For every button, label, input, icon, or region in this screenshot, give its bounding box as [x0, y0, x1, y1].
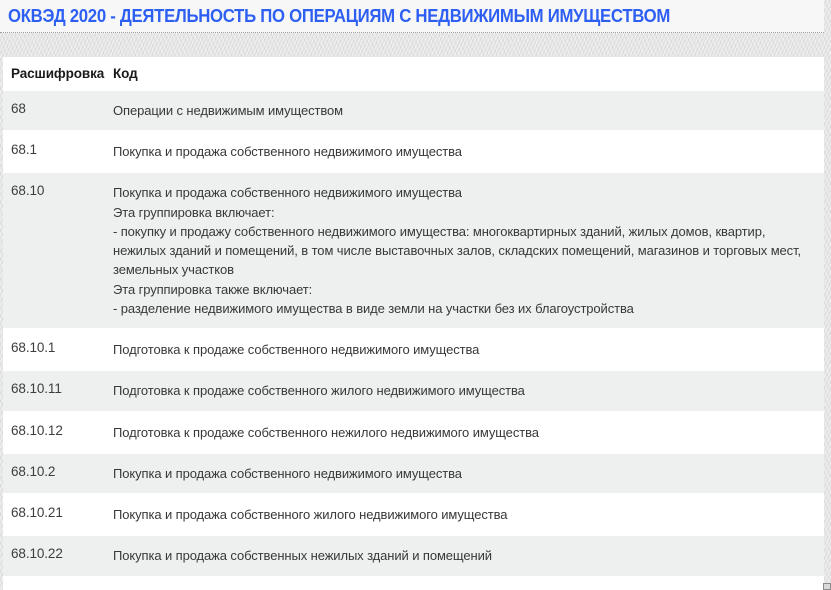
row-description: Покупка и продажа собственного недвижимо… — [113, 142, 824, 161]
description-line: Подготовка к продаже собственного нежило… — [113, 424, 539, 440]
row-description: Покупка и продажа собственного жилого не… — [113, 505, 824, 524]
row-code: 68.10.2 — [11, 463, 56, 479]
title-bar: ОКВЭД 2020 - ДЕЯТЕЛЬНОСТЬ ПО ОПЕРАЦИЯМ С… — [0, 0, 824, 33]
row-code: 68 — [11, 101, 26, 116]
description-line: Покупка и продажа собственных нежилых зд… — [113, 548, 492, 564]
table-row: 68.10 Покупка и продажа собственного нед… — [3, 173, 824, 331]
row-description: Подготовка к продаже собственного жилого… — [113, 381, 824, 400]
row-description: Подготовка к продаже собственного нежило… — [113, 423, 824, 442]
table-row: 68.10.21 Покупка и продажа собственного … — [3, 495, 824, 537]
table-row: 68.10.23 Покупка и продажа земельных уча… — [3, 578, 824, 590]
description-line: Операции с недвижимым имуществом — [113, 103, 344, 118]
table-row: 68.10.2 Покупка и продажа собственного н… — [3, 453, 824, 496]
row-code: 68.1 — [11, 142, 37, 158]
row-code: 68.10.12 — [11, 422, 63, 438]
table-row: 68 Операции с недвижимым имуществом — [3, 91, 824, 133]
okved-table: Расшифровка Код 68 Операции с недвижимым… — [3, 56, 824, 590]
table-row: 68.10.1 Подготовка к продаже собственног… — [3, 330, 824, 372]
table-body: 68 Операции с недвижимым имуществом 68.1… — [3, 91, 824, 590]
header-col-rasshifrovka: Расшифровка — [11, 66, 105, 81]
description-line: Эта группировка включает: — [113, 204, 275, 220]
description-line: Эта группировка также включает: — [113, 281, 313, 297]
row-code: 68.10.21 — [11, 505, 63, 521]
table-row: 68.10.22 Покупка и продажа собственных н… — [3, 536, 824, 578]
description-line: Покупка и продажа собственного недвижимо… — [113, 185, 462, 201]
table-row: 68.10.11 Подготовка к продаже собственно… — [3, 371, 824, 413]
table-row: 68.10.12 Подготовка к продаже собственно… — [3, 413, 824, 454]
row-description: Операции с недвижимым имуществом — [113, 101, 824, 120]
row-code: 68.10.11 — [11, 381, 62, 397]
description-line: Покупка и продажа собственного недвижимо… — [113, 144, 462, 160]
row-code: 68.10.22 — [11, 546, 63, 562]
row-code: 68.10 — [11, 183, 45, 199]
table-header-row: Расшифровка Код — [3, 57, 824, 91]
row-description: Покупка и продажа собственного недвижимо… — [113, 183, 824, 318]
page-title: ОКВЭД 2020 - ДЕЯТЕЛЬНОСТЬ ПО ОПЕРАЦИЯМ С… — [8, 6, 671, 26]
corner-widget-fragment — [823, 583, 831, 590]
description-line: - разделение недвижимого имущества в вид… — [113, 300, 634, 316]
description-line: - покупку и продажу собственного недвижи… — [113, 223, 802, 278]
row-description: Покупка и продажа собственного недвижимо… — [113, 464, 824, 483]
table-row: 68.1 Покупка и продажа собственного недв… — [3, 132, 824, 174]
description-line: Покупка и продажа собственного недвижимо… — [113, 465, 462, 481]
header-col-kod: Код — [113, 66, 138, 81]
row-code: 68.10.1 — [11, 340, 56, 356]
description-line: Покупка и продажа собственного жилого не… — [113, 507, 508, 523]
description-line: Подготовка к продаже собственного недвиж… — [113, 342, 480, 358]
description-line: Подготовка к продаже собственного жилого… — [113, 383, 525, 399]
row-description: Покупка и продажа собственных нежилых зд… — [113, 546, 824, 565]
row-code: 68.10.23 — [11, 588, 113, 590]
row-description: Подготовка к продаже собственного недвиж… — [113, 340, 824, 359]
